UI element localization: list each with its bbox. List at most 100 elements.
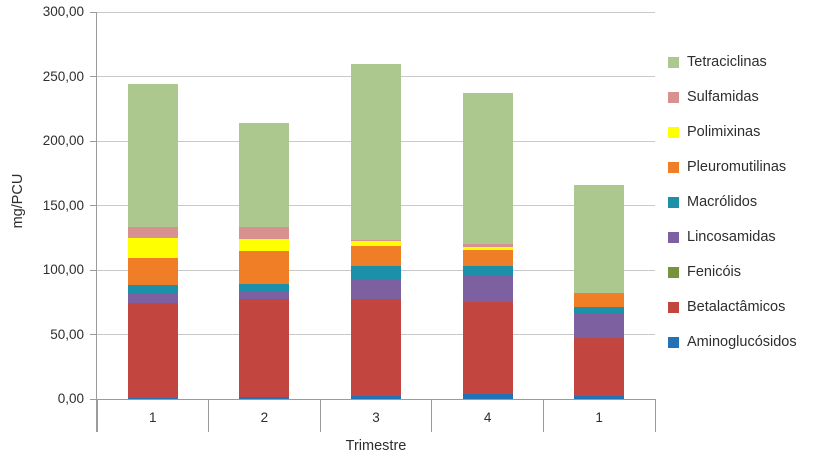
legend-swatch-icon: [668, 266, 679, 278]
legend-label: Tetraciclinas: [687, 54, 767, 70]
legend: Tetraciclinas Sulfamidas Polimixinas Pleuro…: [668, 54, 797, 369]
bar-segment-lincosamidas: [127, 293, 178, 303]
legend-swatch-icon: [668, 231, 679, 243]
legend-swatch-icon: [668, 336, 679, 348]
bar-segment-sulfamidas: [127, 226, 178, 238]
bar-segment-aminoglucósidos: [574, 396, 625, 399]
bar-segment-betalactâmicos: [239, 299, 290, 398]
bar-segment-pleuromutilinas: [239, 251, 290, 285]
legend-swatch-icon: [668, 126, 679, 138]
legend-item-tetraciclinas: Tetraciclinas: [668, 54, 797, 70]
bar-segment-betalactâmicos: [574, 338, 625, 397]
y-axis-tick-label: 200,00: [42, 133, 84, 148]
legend-item-betalactâmicos: Betalactâmicos: [668, 299, 797, 315]
legend-swatch-icon: [668, 196, 679, 208]
bar-segment-sulfamidas: [462, 243, 513, 247]
legend-item-sulfamidas: Sulfamidas: [668, 89, 797, 105]
y-axis-tick: [90, 269, 96, 271]
bar-trimestre-4-3: [462, 92, 513, 399]
y-axis-tick-label: 50,00: [50, 326, 84, 342]
bar-segment-aminoglucósidos: [127, 397, 178, 399]
bar-segment-polimixinas: [239, 239, 290, 252]
bar-segment-lincosamidas: [462, 276, 513, 303]
x-axis-title: Trimestre: [345, 438, 407, 454]
bar-segment-aminoglucósidos: [462, 393, 513, 399]
bar-trimestre-2-1: [239, 122, 290, 399]
x-axis-separator: [96, 399, 98, 432]
bar-segment-lincosamidas: [574, 312, 625, 339]
bar-segment-lincosamidas: [351, 279, 401, 300]
bar-segment-pleuromutilinas: [127, 257, 178, 285]
y-axis-tick-label: 300,00: [42, 4, 84, 19]
bar-trimestre-3-2: [351, 64, 401, 399]
bar-segment-tetraciclinas: [462, 92, 513, 244]
x-axis-separator: [542, 399, 544, 432]
gridline: [97, 11, 655, 13]
x-axis-category-label: 1: [595, 410, 603, 425]
bar-segment-aminoglucósidos: [351, 395, 401, 399]
bar-segment-tetraciclinas: [239, 122, 290, 227]
legend-item-lincosamidas: Lincosamidas: [668, 229, 797, 245]
bar-segment-polimixinas: [351, 241, 401, 246]
bar-segment-macrólidos: [462, 265, 513, 277]
legend-label: Lincosamidas: [687, 229, 776, 245]
y-axis-tick: [90, 205, 96, 206]
y-axis-tick: [90, 76, 96, 77]
legend-item-polimixinas: Polimixinas: [668, 124, 797, 140]
bar-segment-macrólidos: [351, 266, 401, 280]
x-axis-separator: [431, 399, 433, 432]
legend-label: Pleuromutilinas: [687, 159, 787, 175]
legend-item-aminoglucósidos: Aminoglucósidos: [668, 334, 797, 350]
legend-label: Fenicóis: [687, 264, 741, 280]
x-axis-category-label: 2: [260, 410, 269, 425]
y-axis-tick: [90, 11, 96, 13]
bar-segment-macrólidos: [239, 284, 290, 292]
bar-segment-sulfamidas: [239, 226, 290, 240]
bar-trimestre-1-0: [127, 83, 178, 399]
legend-swatch-icon: [668, 301, 679, 313]
legend-label: Betalactâmicos: [687, 299, 786, 315]
x-axis-category-label: 3: [372, 410, 380, 425]
x-axis-line: [97, 399, 655, 400]
y-axis-tick-label: 250,00: [42, 68, 84, 84]
bar-segment-betalactâmicos: [351, 299, 401, 396]
plot-area: 0,00 50,00 100,00 150,00 200,00 250,00 300,00 1…: [43, 4, 656, 432]
bar-segment-macrólidos: [574, 306, 625, 313]
legend-swatch-icon: [668, 56, 679, 68]
bar-segment-tetraciclinas: [127, 83, 178, 227]
bar-segment-betalactâmicos: [127, 302, 178, 398]
legend-swatch-icon: [668, 161, 679, 173]
legend-label: Macrólidos: [687, 194, 758, 210]
bar-segment-sulfamidas: [351, 239, 401, 242]
y-axis-tick-label: 150,00: [42, 197, 84, 213]
legend-label: Sulfamidas: [687, 89, 759, 105]
bar-segment-pleuromutilinas: [462, 250, 513, 266]
bar-segment-polimixinas: [462, 246, 513, 251]
legend-label: Polimixinas: [687, 124, 761, 140]
bar-trimestre-1-4: [574, 184, 625, 399]
y-axis-line: [96, 12, 97, 432]
legend-item-fenicóis: Fenicóis: [668, 264, 797, 280]
y-axis-tick-label: 100,00: [42, 262, 84, 277]
y-axis-tick: [90, 334, 96, 335]
bar-segment-aminoglucósidos: [239, 397, 290, 399]
x-axis-separator: [319, 399, 321, 432]
y-axis-tick: [90, 140, 96, 142]
x-axis-separator: [208, 399, 210, 432]
y-axis-tick: [90, 398, 96, 400]
bar-segment-polimixinas: [127, 237, 178, 258]
bar-segment-tetraciclinas: [351, 64, 401, 240]
bar-segment-lincosamidas: [239, 291, 290, 300]
legend-item-macrólidos: Macrólidos: [668, 194, 797, 210]
bar-segment-macrólidos: [127, 284, 178, 294]
x-axis-category-label: 1: [149, 410, 157, 425]
bar-segment-pleuromutilinas: [351, 245, 401, 267]
bar-segment-betalactâmicos: [462, 302, 513, 394]
x-axis-category-label: 4: [483, 410, 492, 425]
bar-segment-tetraciclinas: [574, 184, 625, 293]
bar-segment-pleuromutilinas: [574, 292, 625, 307]
legend-label: Aminoglucósidos: [687, 334, 797, 350]
legend-item-pleuromutilinas: Pleuromutilinas: [668, 159, 797, 175]
x-axis-separator: [654, 399, 656, 432]
